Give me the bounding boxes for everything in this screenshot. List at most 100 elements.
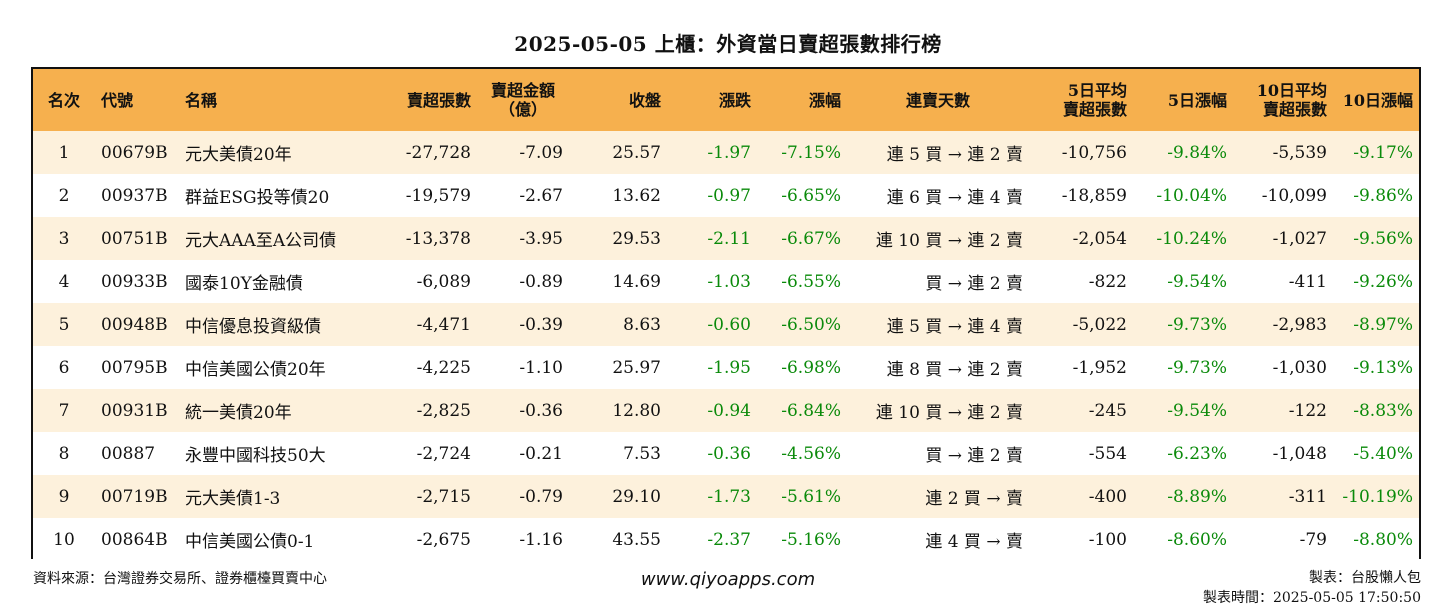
cell-close: 12.80: [612, 400, 661, 421]
header-code: 代號: [101, 90, 134, 110]
cell-name: 中信美國公債20年: [185, 360, 326, 380]
cell-pct5: -10.04%: [1156, 185, 1227, 206]
cell-avg10: -311: [1288, 486, 1327, 507]
cell-close: 13.62: [612, 185, 661, 206]
cell-avg10: -122: [1288, 400, 1327, 421]
cell-change-pct: -6.55%: [781, 271, 841, 292]
cell-code: 00719B: [101, 486, 168, 507]
cell-avg10: -79: [1299, 529, 1327, 550]
cell-avg5: -245: [1088, 400, 1127, 421]
cell-streak: 連 5 買 → 連 2 賣: [886, 145, 1023, 165]
header-sell-amount: 賣超金額 （億）: [490, 81, 555, 119]
cell-name: 永豐中國科技50大: [185, 446, 326, 466]
cell-code: 00931B: [101, 400, 168, 421]
cell-pct5: -10.24%: [1156, 228, 1227, 249]
cell-change: -1.73: [707, 486, 751, 507]
cell-code: 00948B: [101, 314, 168, 335]
cell-name: 群益ESG投等債20: [185, 188, 330, 208]
cell-close: 7.53: [623, 443, 661, 464]
cell-streak: 連 4 買 → 賣: [925, 532, 1023, 552]
cell-name: 元大美債20年: [185, 145, 292, 165]
footer-credits: 製表：台股懶人包 製表時間：2025-05-05 17:50:50: [1203, 568, 1421, 608]
table-row: 8 00887 永豐中國科技50大 -2,724 -0.21 7.53 -0.36 -4.56…: [33, 432, 1419, 475]
cell-pct5: -9.84%: [1167, 142, 1227, 163]
cell-streak: 連 8 買 → 連 2 賣: [886, 360, 1023, 380]
cell-sell-amount: -7.09: [519, 142, 563, 163]
cell-pct5: -9.73%: [1167, 357, 1227, 378]
cell-sell-amount: -0.21: [519, 443, 563, 464]
cell-code: 00864B: [101, 529, 168, 550]
header-sell-lots: 賣超張數: [406, 90, 471, 110]
cell-avg10: -5,539: [1272, 142, 1327, 163]
table-row: 1 00679B 元大美債20年 -27,728 -7.09 25.57 -1.97 -7.1…: [33, 131, 1419, 174]
cell-change-pct: -7.15%: [781, 142, 841, 163]
cell-pct10: -9.17%: [1353, 142, 1413, 163]
cell-change-pct: -6.65%: [781, 185, 841, 206]
cell-rank: 4: [58, 271, 70, 292]
cell-change-pct: -5.16%: [781, 529, 841, 550]
cell-rank: 6: [58, 357, 70, 378]
cell-change-pct: -5.61%: [781, 486, 841, 507]
header-streak: 連賣天數: [905, 90, 970, 110]
cell-name: 中信優息投資級債: [185, 317, 321, 337]
cell-code: 00937B: [101, 185, 168, 206]
header-name: 名稱: [185, 90, 218, 110]
cell-sell-lots: -2,715: [416, 486, 471, 507]
header-change: 漲跌: [718, 90, 751, 110]
cell-pct10: -5.40%: [1353, 443, 1413, 464]
table-body: 1 00679B 元大美債20年 -27,728 -7.09 25.57 -1.97 -7.1…: [33, 131, 1419, 561]
table-header: 名次 代號 名稱 賣超張數 賣超金額 （億） 收盤 漲跌 漲幅 連賣天數 5日平…: [33, 69, 1419, 131]
cell-pct10: -9.86%: [1353, 185, 1413, 206]
cell-avg5: -1,952: [1072, 357, 1127, 378]
cell-change-pct: -4.56%: [781, 443, 841, 464]
cell-close: 25.57: [612, 142, 661, 163]
ranking-table: 名次 代號 名稱 賣超張數 賣超金額 （億） 收盤 漲跌 漲幅 連賣天數 5日平…: [33, 69, 1419, 561]
cell-code: 00933B: [101, 271, 168, 292]
cell-change: -2.11: [707, 228, 751, 249]
cell-code: 00795B: [101, 357, 168, 378]
cell-close: 43.55: [612, 529, 661, 550]
cell-sell-lots: -2,724: [416, 443, 471, 464]
cell-code: 00679B: [101, 142, 168, 163]
cell-streak: 買 → 連 2 賣: [925, 446, 1023, 466]
cell-change: -0.36: [707, 443, 751, 464]
website-link[interactable]: www.qiyoapps.com: [640, 569, 816, 590]
cell-avg10: -411: [1288, 271, 1327, 292]
cell-sell-lots: -13,378: [405, 228, 471, 249]
cell-change: -0.97: [707, 185, 751, 206]
table-row: 9 00719B 元大美債1-3 -2,715 -0.79 29.10 -1.73 -5.61…: [33, 475, 1419, 518]
cell-rank: 3: [58, 228, 70, 249]
header-close: 收盤: [628, 90, 661, 110]
cell-change: -2.37: [707, 529, 751, 550]
cell-avg10: -2,983: [1272, 314, 1327, 335]
header-rank: 名次: [47, 90, 80, 110]
cell-avg10: -1,027: [1272, 228, 1327, 249]
header-row: 名次 代號 名稱 賣超張數 賣超金額 （億） 收盤 漲跌 漲幅 連賣天數 5日平…: [33, 69, 1419, 131]
cell-change: -1.95: [707, 357, 751, 378]
header-pct10: 10日漲幅: [1342, 90, 1413, 110]
cell-change-pct: -6.98%: [781, 357, 841, 378]
data-source-note: 資料來源：台灣證券交易所、證券櫃檯買賣中心: [33, 571, 327, 587]
cell-avg5: -822: [1088, 271, 1127, 292]
cell-rank: 7: [58, 400, 70, 421]
cell-change: -1.03: [707, 271, 751, 292]
cell-name: 元大AAA至A公司債: [185, 231, 337, 251]
cell-sell-amount: -0.89: [519, 271, 563, 292]
cell-rank: 5: [58, 314, 70, 335]
cell-rank: 9: [58, 486, 70, 507]
cell-pct5: -9.73%: [1167, 314, 1227, 335]
cell-rank: 2: [58, 185, 70, 206]
header-change-pct: 漲幅: [808, 90, 841, 110]
cell-avg5: -2,054: [1072, 228, 1127, 249]
cell-sell-amount: -0.79: [519, 486, 563, 507]
table-row: 5 00948B 中信優息投資級債 -4,471 -0.39 8.63 -0.60 -6.50…: [33, 303, 1419, 346]
cell-avg5: -400: [1088, 486, 1127, 507]
cell-avg5: -10,756: [1061, 142, 1127, 163]
cell-code: 00751B: [101, 228, 168, 249]
cell-pct10: -8.97%: [1353, 314, 1413, 335]
cell-pct5: -8.60%: [1167, 529, 1227, 550]
cell-avg10: -1,030: [1272, 357, 1327, 378]
table-row: 7 00931B 統一美債20年 -2,825 -0.36 12.80 -0.94 -6.84…: [33, 389, 1419, 432]
cell-pct10: -9.26%: [1353, 271, 1413, 292]
cell-rank: 8: [58, 443, 70, 464]
